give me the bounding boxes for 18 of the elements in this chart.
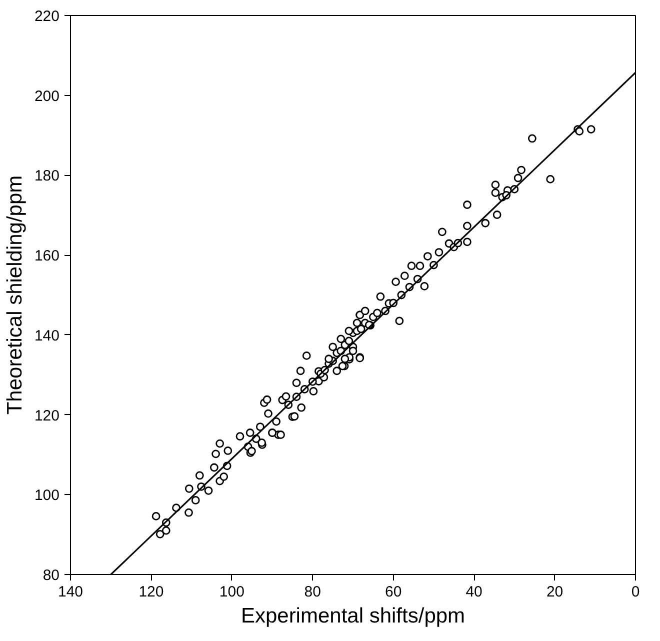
x-axis-title: Experimental shifts/ppm [240, 604, 466, 628]
x-tick-label: 120 [138, 584, 164, 600]
x-tick-label: 140 [58, 584, 84, 600]
y-tick-label: 100 [34, 487, 60, 504]
x-tick-label: 0 [631, 584, 640, 600]
y-tick-label: 200 [34, 88, 60, 105]
y-tick-label: 120 [34, 407, 60, 424]
x-tick-label: 60 [385, 584, 402, 600]
y-tick-label: 160 [34, 248, 60, 265]
y-tick-label: 220 [34, 8, 60, 25]
x-tick-label: 20 [546, 584, 564, 600]
x-tick-label: 80 [304, 584, 321, 600]
y-axis-title: Theoretical shielding/ppm [3, 175, 26, 415]
x-tick-label: 100 [219, 584, 244, 600]
y-tick-label: 180 [34, 168, 60, 185]
y-tick-label: 140 [34, 327, 60, 344]
x-tick-label: 40 [466, 584, 482, 600]
y-tick-label: 80 [42, 567, 60, 584]
